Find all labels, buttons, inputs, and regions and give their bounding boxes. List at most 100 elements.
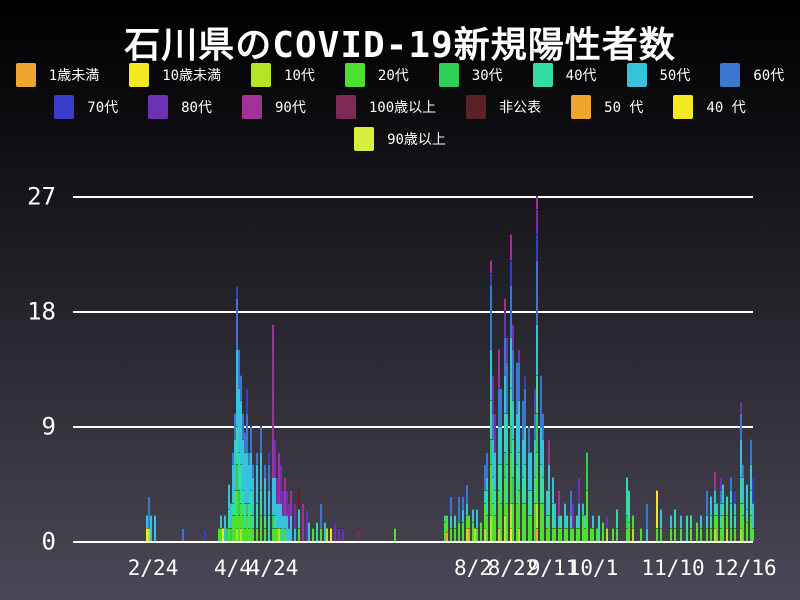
bar-segment-40代: [453, 515, 457, 529]
stacked-bar-day155: [461, 496, 465, 541]
bar-segment-40代: [251, 515, 255, 529]
bar-segment-20代: [569, 528, 573, 541]
bar-segment-30代: [509, 426, 513, 452]
legend-swatch-icon: [438, 63, 459, 87]
bar-segment-70代: [245, 387, 249, 414]
bar-segment-50代: [529, 451, 533, 490]
bar-segment-20代: [551, 528, 555, 541]
bar-segment-50代: [489, 349, 493, 401]
bar-segment-70代: [509, 259, 513, 286]
bar-segment-40代: [233, 489, 237, 516]
bar-segment-50代: [279, 502, 283, 529]
stacked-bar-day63: [277, 451, 281, 541]
bar-segment-50代: [233, 438, 237, 490]
bar-segment-40代: [739, 477, 743, 503]
y-tick-label-27: 27: [27, 182, 56, 211]
stacked-bar-day86: [323, 521, 327, 541]
bar-segment-50代: [547, 464, 551, 490]
bar-segment-50代: [719, 502, 723, 516]
bar-segment-50代: [231, 464, 235, 503]
bar-segment-50代: [551, 477, 555, 503]
legend-label: 80代: [181, 100, 212, 116]
bar-segment-20代: [733, 528, 737, 541]
bar-segment-20代: [639, 528, 643, 541]
bar-segment-50代: [505, 413, 509, 465]
stacked-bar-day206: [563, 502, 567, 541]
legend-label: 90歳以上: [387, 132, 446, 148]
bar-segment-50代: [715, 502, 719, 516]
bar-segment-40代: [625, 477, 629, 516]
bar-segment-40代: [527, 489, 531, 516]
bar-segment-80代: [285, 489, 289, 516]
stacked-bar-day95: [341, 528, 345, 541]
bar-segment-50 代: [445, 532, 449, 541]
stacked-bar-day84: [319, 502, 323, 541]
y-tick-label-18: 18: [27, 297, 56, 326]
bar-segment-60代: [267, 464, 271, 490]
bar-segment-20代: [659, 528, 663, 541]
legend-swatch-icon: [54, 95, 75, 119]
bar-segment-40代: [529, 489, 533, 516]
bar-segment-40代: [559, 515, 563, 529]
bar-segment-20代: [529, 515, 533, 541]
stacked-bar-day198: [547, 438, 551, 541]
bar-segment-20代: [611, 528, 615, 541]
bar-segment-20代: [583, 528, 587, 541]
bar-segment-30代: [489, 438, 493, 465]
bar-segment-20代: [233, 515, 237, 541]
bar-segment-30代: [229, 528, 233, 541]
bar-segment-40代: [627, 489, 631, 522]
bar-segment-20代: [273, 528, 277, 541]
bar-segment-20代: [509, 451, 513, 503]
bar-segment-10代: [713, 528, 717, 541]
bar-segment-10代: [535, 502, 539, 529]
bar-segment-20代: [297, 528, 301, 541]
plot-area: [73, 196, 755, 543]
bar-segment-50代: [281, 515, 285, 541]
bar-segment-80代: [511, 323, 515, 350]
bar-segment-10歳未満: [509, 528, 513, 541]
bar-segment-60代: [485, 451, 489, 478]
legend-swatch-icon: [571, 95, 592, 119]
bar-segment-40代: [505, 464, 509, 503]
bar-segment-40代: [521, 477, 525, 503]
legend-label: 70代: [87, 100, 119, 116]
stacked-bar-day26: [203, 528, 207, 541]
stacked-bar-day279: [709, 496, 713, 541]
legend-item-20代: 20代: [344, 63, 409, 87]
x-tick-label-8/22: 8/22: [487, 556, 539, 580]
bar-segment-80代: [333, 521, 337, 541]
bar-segment-20代: [751, 528, 755, 541]
bar-segment-70代: [535, 234, 539, 260]
stacked-bar-day48: [247, 451, 251, 541]
stacked-bar-day238: [627, 489, 631, 541]
bar-segment-20代: [505, 502, 509, 541]
bar-segment-50代: [241, 438, 245, 490]
bar-segment-50代: [237, 387, 241, 452]
bar-segment-40代: [267, 515, 271, 541]
bar-segment-50代: [251, 477, 255, 516]
stacked-bar-day232: [615, 509, 619, 541]
bar-segment-80代: [533, 387, 537, 414]
stacked-bar-day203: [557, 489, 561, 541]
bar-segment-20代: [245, 515, 249, 541]
bar-segment-90代: [547, 438, 551, 465]
x-tick-label-8/2: 8/2: [454, 556, 492, 580]
x-tick-label-2/24: 2/24: [127, 556, 179, 580]
stacked-bar-day299: [749, 438, 753, 541]
bar-segment-30代: [625, 515, 629, 529]
bar-segment-50代: [721, 483, 725, 503]
stacked-bar-day157: [465, 483, 469, 541]
stacked-bar-day244: [639, 528, 643, 541]
stacked-bar-day93: [337, 528, 341, 541]
bar-segment-60代: [465, 483, 469, 503]
bar-segment-70代: [489, 272, 493, 286]
bar-segment-20代: [263, 528, 267, 541]
bar-segment-50代: [471, 509, 475, 522]
legend-label: 100歳以上: [368, 100, 437, 116]
bar-segment-60代: [239, 374, 243, 401]
bar-segment-50代: [271, 477, 275, 516]
stacked-bar-day204: [559, 515, 563, 541]
bar-segment-20代: [679, 528, 683, 541]
bar-segment-50代: [545, 489, 549, 516]
